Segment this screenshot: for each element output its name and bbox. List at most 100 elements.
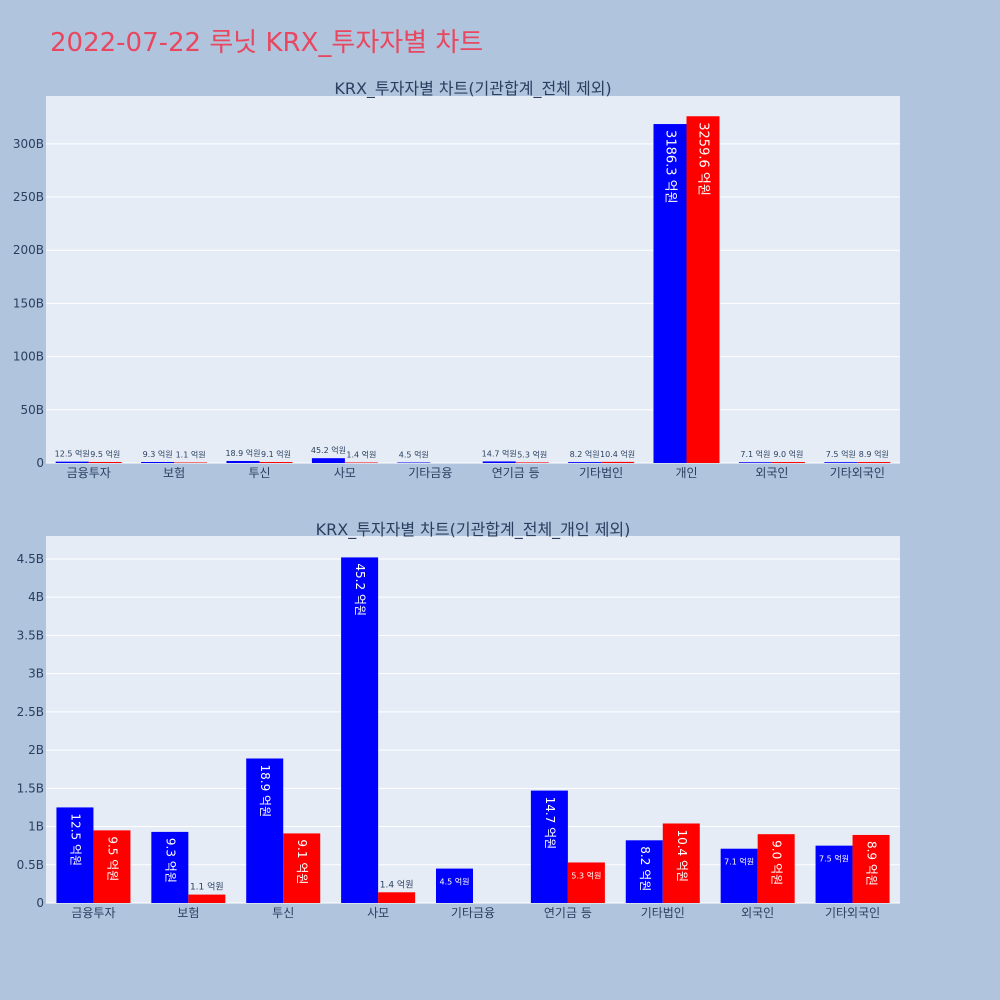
x-tick-label: 금융투자 — [67, 466, 111, 480]
bar — [815, 845, 853, 903]
chart-top: 0 50B 100B 150B 200B 250B 300B KRX_투자자별 차트(기관합계… — [13, 79, 900, 480]
y-tick-label: 0 — [36, 896, 44, 910]
data-label: 7.5 억원 — [826, 449, 856, 459]
data-label: 14.7 억원 — [543, 797, 557, 850]
y-tick-label: 2.5B — [17, 705, 44, 719]
data-label: 10.4 억원 — [675, 829, 689, 882]
data-label: 8.9 억원 — [865, 841, 879, 886]
data-label: 8.2 억원 — [570, 449, 600, 459]
data-label: 3259.6 억원 — [696, 122, 711, 196]
data-label: 1.1 억원 — [190, 881, 224, 893]
x-tick-label: 개인 — [675, 466, 697, 480]
plot-area — [46, 96, 900, 463]
data-label: 9.1 억원 — [261, 449, 291, 459]
data-label: 9.0 억원 — [770, 840, 784, 885]
y-tick-label: 1.5B — [17, 781, 44, 795]
y-tick-label: 50B — [20, 403, 44, 417]
bar — [824, 462, 858, 463]
bar — [283, 833, 321, 903]
bar — [662, 823, 700, 903]
x-tick-label: 외국인 — [741, 906, 774, 920]
data-label: 18.9 억원 — [258, 764, 272, 817]
data-label: 12.5 억원 — [68, 813, 82, 866]
x-tick-label: 보험 — [177, 906, 199, 920]
data-label: 5.3 억원 — [517, 449, 547, 459]
x-tick-label: 기타외국인 — [830, 466, 885, 480]
bar — [625, 840, 663, 903]
bar — [56, 807, 94, 903]
y-tick-label: 0 — [36, 456, 44, 470]
x-tick-label: 기타외국인 — [825, 906, 880, 920]
data-label: 14.7 억원 — [482, 448, 517, 458]
bar — [188, 894, 226, 903]
data-label: 1.4 억원 — [346, 450, 376, 460]
x-tick-label: 외국인 — [755, 466, 788, 480]
x-tick-label: 연기금 등 — [492, 466, 540, 480]
chart-title: KRX_투자자별 차트(기관합계_전체 제외) — [334, 79, 611, 99]
data-label: 7.1 억원 — [724, 857, 754, 867]
x-tick-label: 기타금융 — [408, 466, 452, 480]
data-label: 7.1 억원 — [740, 449, 770, 459]
data-label: 12.5 억원 — [55, 449, 90, 459]
chart-bottom: 0 0.5B 1B 1.5B 2B 2.5B 3B 3.5B 4B 4.5B KRX_투자자별 차트… — [17, 520, 900, 920]
bar — [567, 862, 605, 903]
bar — [852, 834, 890, 903]
bar — [141, 462, 175, 463]
data-label: 18.9 억원 — [225, 448, 260, 458]
x-tick-label: 사모 — [334, 466, 356, 480]
bar — [738, 462, 772, 463]
y-tick-label: 1B — [28, 820, 44, 834]
data-label: 9.5 억원 — [105, 836, 119, 881]
bar — [653, 124, 687, 463]
data-label: 1.4 억원 — [380, 878, 414, 890]
data-label: 8.9 억원 — [859, 449, 889, 459]
x-tick-label: 금융투자 — [71, 906, 115, 920]
data-label: 8.2 억원 — [638, 846, 652, 891]
data-label: 4.5 억원 — [440, 877, 470, 887]
bar — [174, 462, 208, 463]
bar — [515, 462, 549, 463]
bar — [259, 462, 293, 463]
data-label: 1.1 억원 — [176, 450, 206, 460]
bar — [720, 848, 758, 903]
bar — [482, 461, 516, 463]
bar — [344, 462, 378, 463]
y-tick-label: 250B — [13, 190, 44, 204]
y-tick-label: 100B — [13, 350, 44, 364]
bar — [55, 461, 89, 463]
data-label: 45.2 억원 — [311, 445, 346, 455]
bar — [93, 830, 131, 903]
y-tick-label: 150B — [13, 296, 44, 310]
y-tick-label: 4.5B — [17, 552, 44, 566]
bar — [568, 462, 602, 463]
data-label: 45.2 억원 — [353, 563, 367, 616]
bar — [246, 758, 284, 903]
data-label: 9.1 억원 — [295, 839, 309, 884]
x-tick-label: 기타법인 — [641, 906, 685, 920]
data-label: 4.5 억원 — [399, 450, 429, 460]
bar — [686, 116, 720, 463]
bar — [88, 461, 122, 463]
bar — [857, 462, 891, 463]
y-tick-label: 3B — [28, 667, 44, 681]
x-tick-label: 투신 — [248, 466, 270, 480]
x-tick-label: 투신 — [272, 906, 294, 920]
y-tick-label: 3.5B — [17, 628, 44, 642]
bar — [311, 458, 345, 463]
bar — [397, 462, 431, 463]
x-tick-label: 기타법인 — [579, 466, 623, 480]
bar — [530, 790, 568, 903]
y-tick-label: 4B — [28, 590, 44, 604]
data-label: 7.5 억원 — [819, 854, 849, 864]
bar — [771, 462, 805, 463]
y-tick-label: 0.5B — [17, 858, 44, 872]
y-tick-label: 200B — [13, 243, 44, 257]
chart-title: KRX_투자자별 차트(기관합계_전체_개인 제외) — [316, 520, 631, 540]
data-label: 10.4 억원 — [600, 449, 635, 459]
page-title: 2022-07-22 루닛 KRX_투자자별 차트 — [50, 28, 484, 58]
data-label: 9.3 억원 — [143, 449, 173, 459]
data-label: 3186.3 억원 — [663, 130, 678, 204]
data-label: 5.3 억원 — [571, 870, 601, 880]
x-tick-label: 연기금 등 — [544, 906, 592, 920]
